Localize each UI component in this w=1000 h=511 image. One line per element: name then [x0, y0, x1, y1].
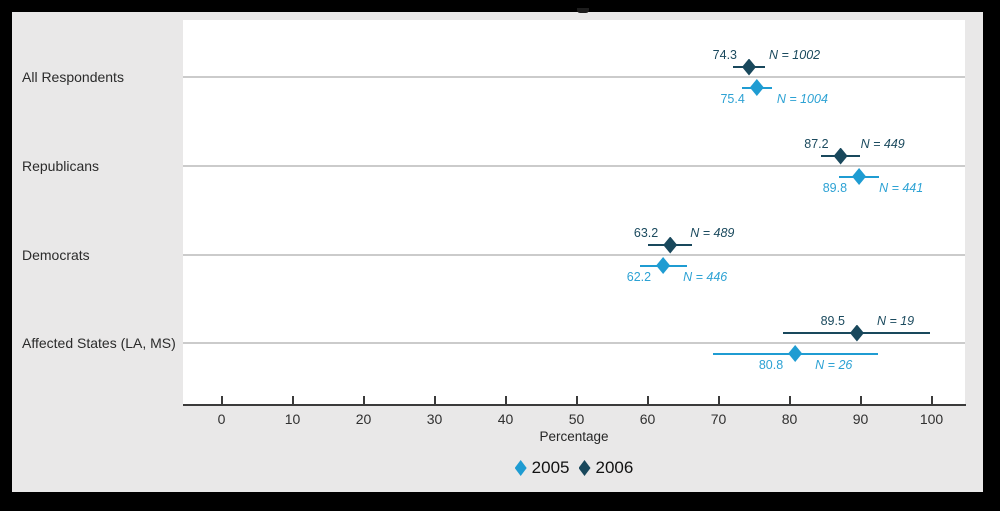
x-tick-mark — [291, 396, 294, 404]
x-tick-mark — [504, 396, 507, 404]
value-label-2006: 89.5 — [820, 314, 845, 328]
plot-area — [183, 20, 965, 406]
x-tick-mark — [717, 396, 720, 404]
legend-label: 2005 — [531, 458, 570, 477]
legend-marker-2005-icon — [514, 460, 527, 476]
category-gridline — [183, 342, 965, 344]
marker-2006 — [833, 147, 848, 165]
x-tick-mark — [788, 396, 791, 404]
x-tick-label: 20 — [355, 411, 372, 427]
value-label-2005: 62.2 — [626, 269, 652, 284]
n-label-2005: N = 26 — [815, 357, 853, 372]
x-tick-mark — [220, 396, 223, 404]
marker-2006 — [742, 58, 757, 76]
category-label: Democrats — [22, 247, 90, 263]
x-tick-label: 30 — [426, 411, 443, 427]
legend-marker-2006-icon — [578, 460, 591, 476]
x-tick-label: 0 — [217, 411, 226, 427]
x-tick-label: 70 — [710, 411, 727, 427]
x-tick-mark — [859, 396, 862, 404]
value-label-2005: 75.4 — [720, 91, 745, 106]
n-label-2005: N = 1004 — [776, 91, 828, 106]
x-tick-mark — [930, 396, 933, 404]
cropped-title-fragment — [577, 8, 589, 13]
value-label-2006: 74.3 — [712, 48, 738, 62]
marker-2005 — [749, 79, 764, 96]
marker-2006 — [663, 236, 678, 254]
n-label-2006: N = 1002 — [769, 48, 821, 62]
value-label-2005: 80.8 — [758, 357, 784, 372]
legend: 2005 2006 — [183, 458, 965, 478]
legend-item-2005: 2005 — [514, 458, 570, 478]
n-label-2006: N = 489 — [690, 226, 735, 240]
n-label-2005: N = 446 — [683, 269, 728, 284]
value-label-2006: 63.2 — [633, 226, 659, 240]
x-axis-title: Percentage — [539, 429, 609, 444]
category-label: Affected States (LA, MS) — [22, 335, 176, 351]
x-tick-label: 90 — [852, 411, 869, 427]
x-tick-label: 60 — [639, 411, 656, 427]
x-tick-label: 80 — [781, 411, 798, 427]
x-tick-label: 100 — [919, 411, 944, 427]
value-label-2006: 87.2 — [804, 137, 829, 151]
marker-2005 — [656, 257, 671, 274]
n-label-2005: N = 441 — [879, 180, 924, 195]
x-tick-mark — [433, 396, 436, 404]
category-gridline — [183, 165, 965, 167]
category-gridline — [183, 76, 965, 78]
legend-item-2006: 2006 — [578, 458, 634, 478]
category-gridline — [183, 254, 965, 256]
value-label-2005: 89.8 — [822, 180, 848, 195]
category-label: All Respondents — [22, 69, 124, 85]
marker-2006 — [849, 324, 864, 342]
x-tick-label: 50 — [568, 411, 585, 427]
legend-label: 2006 — [595, 458, 634, 477]
x-tick-mark — [362, 396, 365, 404]
x-tick-label: 10 — [284, 411, 301, 427]
n-label-2006: N = 19 — [876, 314, 915, 328]
x-axis-line — [183, 404, 966, 406]
marker-2005 — [852, 168, 867, 185]
marker-2005 — [788, 345, 803, 362]
category-label: Republicans — [22, 158, 100, 174]
x-tick-label: 40 — [497, 411, 514, 427]
n-label-2006: N = 449 — [860, 137, 905, 151]
x-tick-mark — [575, 396, 578, 404]
x-tick-mark — [646, 396, 649, 404]
